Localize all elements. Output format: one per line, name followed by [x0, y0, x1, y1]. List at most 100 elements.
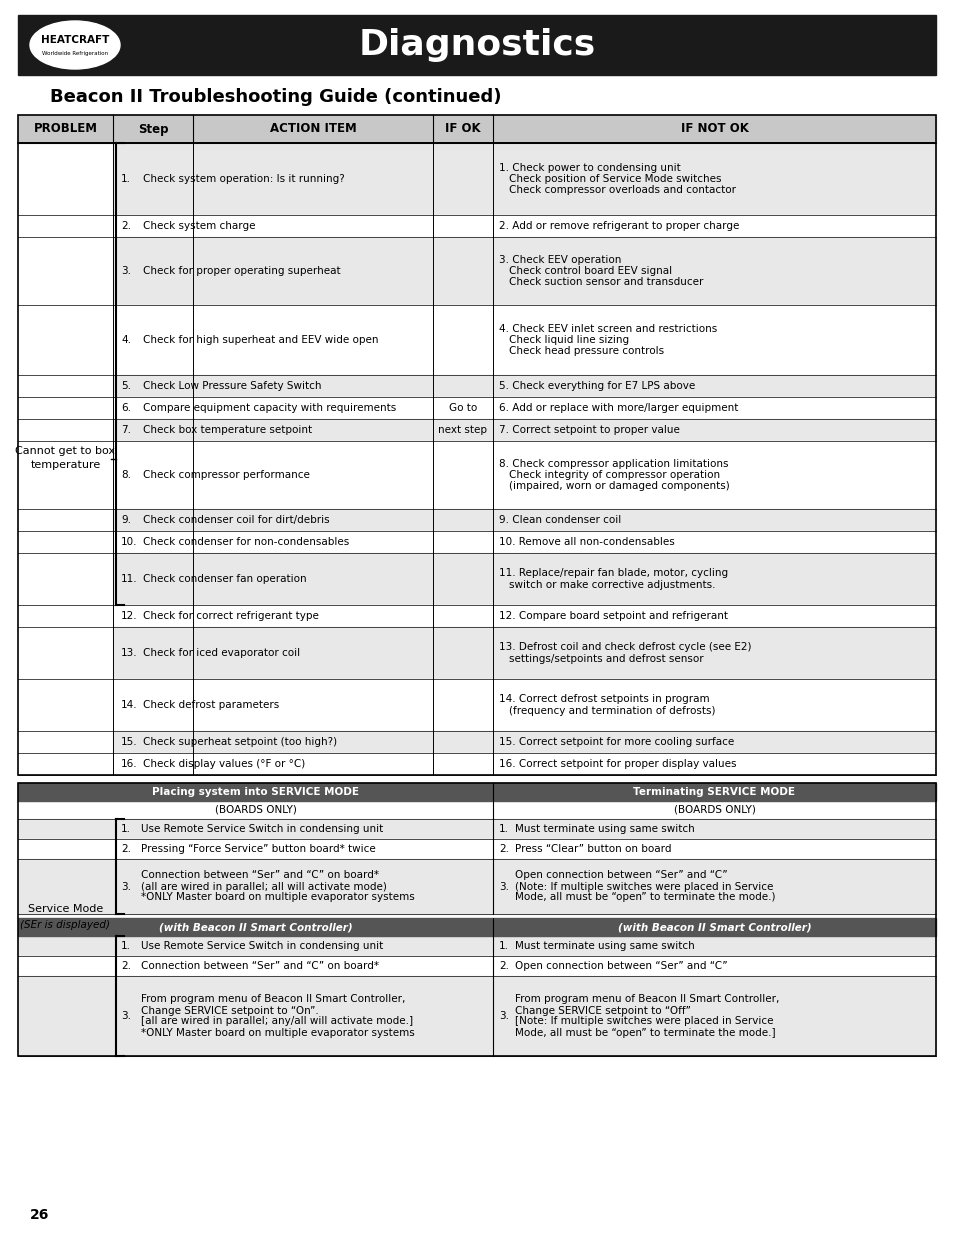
- Text: 11.: 11.: [121, 574, 137, 584]
- Text: Check for proper operating superheat: Check for proper operating superheat: [143, 266, 340, 275]
- Text: 1.: 1.: [121, 174, 131, 184]
- Text: [all are wired in parallel; any/all will activate mode.]: [all are wired in parallel; any/all will…: [141, 1016, 413, 1026]
- Text: (all are wired in parallel; all will activate mode): (all are wired in parallel; all will act…: [141, 882, 387, 892]
- Text: 15.: 15.: [121, 737, 137, 747]
- Text: 3.: 3.: [121, 266, 131, 275]
- Text: Check superheat setpoint (too high?): Check superheat setpoint (too high?): [143, 737, 336, 747]
- Bar: [112, 237, 935, 305]
- Text: Check for iced evaporator coil: Check for iced evaporator coil: [143, 648, 300, 658]
- Text: 2.: 2.: [498, 844, 509, 853]
- Text: 2.: 2.: [121, 961, 131, 971]
- Text: *ONLY Master board on multiple evaporator systems: *ONLY Master board on multiple evaporato…: [141, 1028, 415, 1037]
- Text: 9.: 9.: [121, 515, 131, 525]
- Text: (BOARDS ONLY): (BOARDS ONLY): [214, 805, 296, 815]
- Text: (SEr is displayed): (SEr is displayed): [20, 920, 111, 930]
- Text: Press “Clear” button on board: Press “Clear” button on board: [515, 844, 671, 853]
- Bar: [112, 679, 935, 731]
- Ellipse shape: [30, 21, 120, 69]
- Text: (with Beacon II Smart Controller): (with Beacon II Smart Controller): [617, 923, 810, 932]
- Text: Cannot get to box: Cannot get to box: [15, 446, 115, 456]
- Text: Terminating SERVICE MODE: Terminating SERVICE MODE: [633, 787, 795, 797]
- Text: Check condenser fan operation: Check condenser fan operation: [143, 574, 306, 584]
- Text: Change SERVICE setpoint to “On”.: Change SERVICE setpoint to “On”.: [141, 1005, 318, 1015]
- Bar: [18, 956, 935, 976]
- Text: Check condenser for non-condensables: Check condenser for non-condensables: [143, 537, 349, 547]
- Text: 8.: 8.: [121, 471, 131, 480]
- Text: Check head pressure controls: Check head pressure controls: [509, 346, 663, 356]
- Bar: [18, 819, 935, 839]
- Text: Compare equipment capacity with requirements: Compare equipment capacity with requirem…: [143, 403, 395, 412]
- Text: 10.: 10.: [121, 537, 137, 547]
- Bar: [18, 783, 935, 1056]
- Text: Check position of Service Mode switches: Check position of Service Mode switches: [509, 174, 720, 184]
- Bar: [18, 976, 935, 1056]
- Text: 6.: 6.: [121, 403, 131, 412]
- Bar: [112, 143, 935, 215]
- Text: Use Remote Service Switch in condensing unit: Use Remote Service Switch in condensing …: [141, 941, 383, 951]
- Text: 1.: 1.: [498, 941, 509, 951]
- Text: 2.: 2.: [121, 844, 131, 853]
- Text: Service Mode: Service Mode: [28, 904, 103, 914]
- Text: [Note: If multiple switches were placed in Service: [Note: If multiple switches were placed …: [515, 1016, 773, 1026]
- Text: 3.: 3.: [498, 1011, 509, 1021]
- Text: 11. Replace/repair fan blade, motor, cycling: 11. Replace/repair fan blade, motor, cyc…: [498, 568, 727, 578]
- Text: Change SERVICE setpoint to “Off”: Change SERVICE setpoint to “Off”: [515, 1005, 690, 1015]
- Bar: [112, 396, 935, 419]
- Text: Check defrost parameters: Check defrost parameters: [143, 700, 279, 710]
- Text: Placing system into SERVICE MODE: Placing system into SERVICE MODE: [152, 787, 358, 797]
- Bar: [18, 839, 935, 860]
- Text: 12. Compare board setpoint and refrigerant: 12. Compare board setpoint and refrigera…: [498, 611, 727, 621]
- Text: Must terminate using same switch: Must terminate using same switch: [515, 941, 694, 951]
- Bar: [18, 143, 935, 776]
- Text: 1.: 1.: [498, 824, 509, 834]
- Bar: [112, 605, 935, 627]
- Bar: [18, 802, 935, 819]
- Text: 15. Correct setpoint for more cooling surface: 15. Correct setpoint for more cooling su…: [498, 737, 734, 747]
- Text: 1.: 1.: [121, 941, 131, 951]
- Text: Mode, all must be “open” to terminate the mode.]: Mode, all must be “open” to terminate th…: [515, 1028, 775, 1037]
- Text: PROBLEM: PROBLEM: [33, 122, 97, 136]
- Text: *ONLY Master board on multiple evaporator systems: *ONLY Master board on multiple evaporato…: [141, 893, 415, 903]
- Text: 2.: 2.: [121, 221, 131, 231]
- Text: 7.: 7.: [121, 425, 131, 435]
- Text: Pressing “Force Service” button board* twice: Pressing “Force Service” button board* t…: [141, 844, 375, 853]
- Text: 6. Add or replace with more/larger equipment: 6. Add or replace with more/larger equip…: [498, 403, 738, 412]
- Text: Check compressor overloads and contactor: Check compressor overloads and contactor: [509, 185, 735, 195]
- Text: Connection between “Ser” and “C” on board*: Connection between “Ser” and “C” on boar…: [141, 871, 378, 881]
- Text: Diagnostics: Diagnostics: [358, 28, 595, 62]
- Text: Check control board EEV signal: Check control board EEV signal: [509, 266, 672, 275]
- Text: 3.: 3.: [121, 1011, 131, 1021]
- Bar: [18, 783, 935, 802]
- Bar: [112, 215, 935, 237]
- Bar: [112, 731, 935, 753]
- Text: Go to: Go to: [449, 403, 476, 412]
- Bar: [18, 15, 935, 75]
- Bar: [112, 753, 935, 776]
- Text: temperature: temperature: [30, 459, 100, 471]
- Text: Check suction sensor and transducer: Check suction sensor and transducer: [509, 277, 702, 287]
- Text: switch or make corrective adjustments.: switch or make corrective adjustments.: [509, 579, 715, 589]
- Text: 10. Remove all non-condensables: 10. Remove all non-condensables: [498, 537, 674, 547]
- Bar: [18, 860, 935, 914]
- Text: 3. Check EEV operation: 3. Check EEV operation: [498, 254, 620, 266]
- Text: 13. Defrost coil and check defrost cycle (see E2): 13. Defrost coil and check defrost cycle…: [498, 642, 751, 652]
- Text: Beacon II Troubleshooting Guide (continued): Beacon II Troubleshooting Guide (continu…: [50, 88, 501, 106]
- Text: From program menu of Beacon II Smart Controller,: From program menu of Beacon II Smart Con…: [141, 994, 405, 1004]
- Text: (with Beacon II Smart Controller): (with Beacon II Smart Controller): [158, 923, 352, 932]
- Text: 16.: 16.: [121, 760, 137, 769]
- Text: 14. Correct defrost setpoints in program: 14. Correct defrost setpoints in program: [498, 694, 709, 704]
- Text: 7. Correct setpoint to proper value: 7. Correct setpoint to proper value: [498, 425, 679, 435]
- Text: (impaired, worn or damaged components): (impaired, worn or damaged components): [509, 480, 729, 492]
- Text: (Note: If multiple switches were placed in Service: (Note: If multiple switches were placed …: [515, 882, 773, 892]
- Text: Open connection between “Ser” and “C”: Open connection between “Ser” and “C”: [515, 961, 727, 971]
- Text: Worldwide Refrigeration: Worldwide Refrigeration: [42, 51, 108, 56]
- Text: 1.: 1.: [121, 824, 131, 834]
- Text: Use Remote Service Switch in condensing unit: Use Remote Service Switch in condensing …: [141, 824, 383, 834]
- Text: Check liquid line sizing: Check liquid line sizing: [509, 335, 628, 345]
- Text: HEATCRAFT: HEATCRAFT: [41, 35, 109, 44]
- Text: (frequency and termination of defrosts): (frequency and termination of defrosts): [509, 705, 715, 715]
- Bar: [112, 419, 935, 441]
- Text: Check system operation: Is it running?: Check system operation: Is it running?: [143, 174, 344, 184]
- Text: settings/setpoints and defrost sensor: settings/setpoints and defrost sensor: [509, 653, 703, 663]
- Text: 4. Check EEV inlet screen and restrictions: 4. Check EEV inlet screen and restrictio…: [498, 324, 717, 333]
